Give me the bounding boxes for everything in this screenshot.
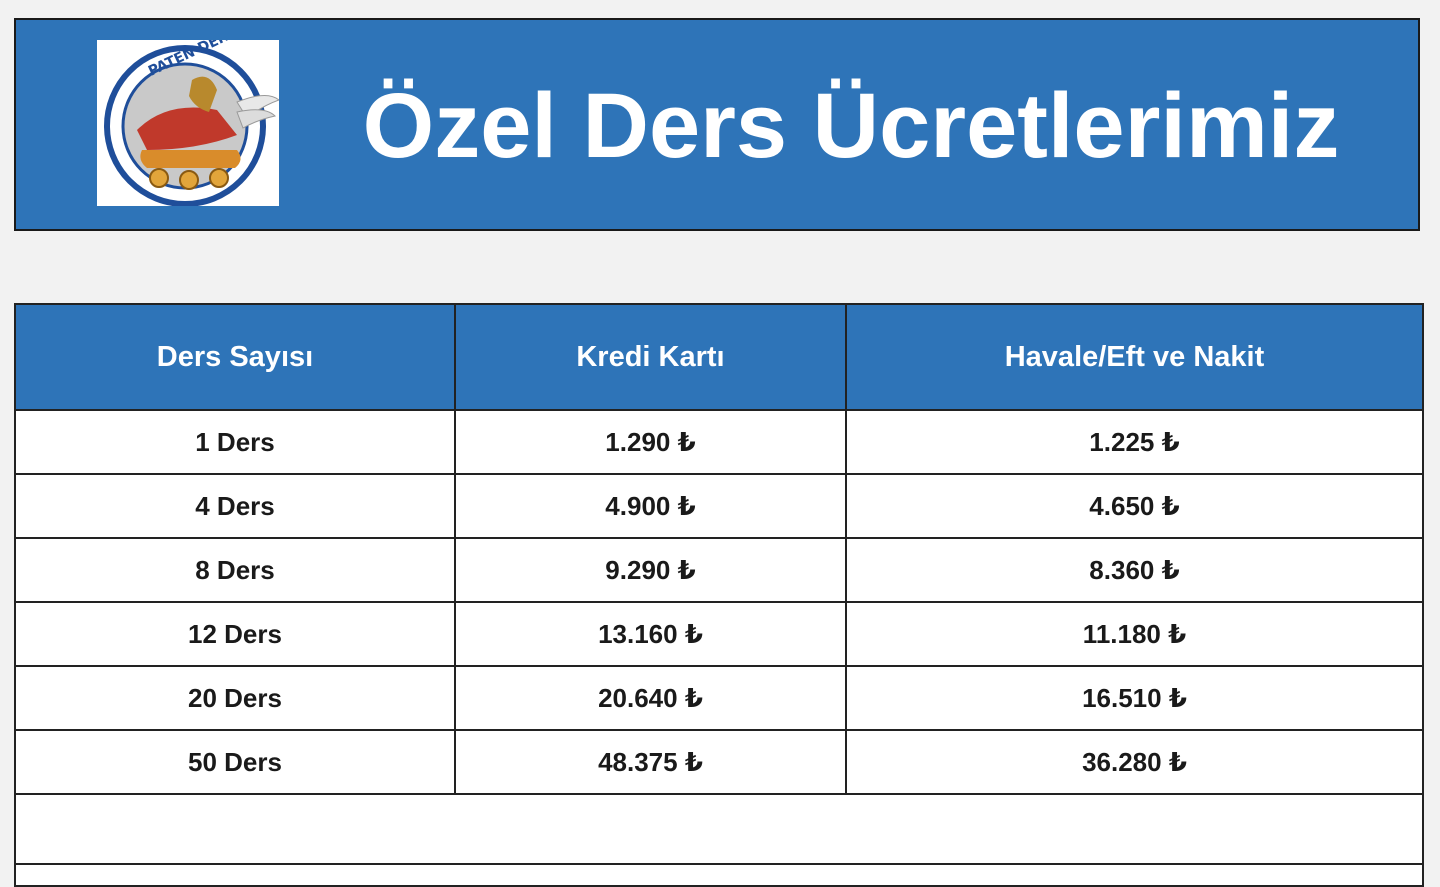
lesson-count-cell: 20 Ders — [14, 665, 456, 731]
table-row: 8 Ders 9.290 ₺ 8.360 ₺ — [14, 537, 1424, 603]
transfer-price-cell: 11.180 ₺ — [845, 601, 1424, 667]
table-row: 1 Ders 1.290 ₺ 1.225 ₺ — [14, 409, 1424, 475]
transfer-price-cell: 4.650 ₺ — [845, 473, 1424, 539]
empty-cell — [14, 863, 1424, 887]
table-row: 4 Ders 4.900 ₺ 4.650 ₺ — [14, 473, 1424, 539]
lesson-count-cell: 12 Ders — [14, 601, 456, 667]
transfer-price-cell: 8.360 ₺ — [845, 537, 1424, 603]
column-header-lesson-count: Ders Sayısı — [14, 303, 456, 411]
transfer-price-cell: 16.510 ₺ — [845, 665, 1424, 731]
page-title: Özel Ders Ücretlerimiz — [362, 75, 1340, 177]
lesson-count-cell: 8 Ders — [14, 537, 456, 603]
empty-cell — [14, 793, 1424, 865]
lesson-count-cell: 50 Ders — [14, 729, 456, 795]
credit-card-price-cell: 4.900 ₺ — [454, 473, 847, 539]
table-row: 20 Ders 20.640 ₺ 16.510 ₺ — [14, 665, 1424, 731]
table-row: 50 Ders 48.375 ₺ 36.280 ₺ — [14, 729, 1424, 795]
table-empty-row — [14, 863, 1424, 887]
transfer-price-cell: 1.225 ₺ — [845, 409, 1424, 475]
logo: PATEN DERSİ TR — [97, 40, 279, 206]
table-empty-row — [14, 793, 1424, 865]
credit-card-price-cell: 13.160 ₺ — [454, 601, 847, 667]
table-row: 12 Ders 13.160 ₺ 11.180 ₺ — [14, 601, 1424, 667]
credit-card-price-cell: 1.290 ₺ — [454, 409, 847, 475]
skate-logo-icon: PATEN DERSİ TR — [104, 40, 279, 206]
table-header-row: Ders Sayısı Kredi Kartı Havale/Eft ve Na… — [14, 303, 1424, 411]
header-banner: PATEN DERSİ TR Özel Ders Ücretlerimiz — [14, 18, 1420, 231]
lesson-count-cell: 1 Ders — [14, 409, 456, 475]
transfer-price-cell: 36.280 ₺ — [845, 729, 1424, 795]
lesson-count-cell: 4 Ders — [14, 473, 456, 539]
credit-card-price-cell: 20.640 ₺ — [454, 665, 847, 731]
column-header-transfer-cash: Havale/Eft ve Nakit — [845, 303, 1424, 411]
credit-card-price-cell: 9.290 ₺ — [454, 537, 847, 603]
price-table: Ders Sayısı Kredi Kartı Havale/Eft ve Na… — [14, 303, 1424, 887]
column-header-credit-card: Kredi Kartı — [454, 303, 847, 411]
credit-card-price-cell: 48.375 ₺ — [454, 729, 847, 795]
